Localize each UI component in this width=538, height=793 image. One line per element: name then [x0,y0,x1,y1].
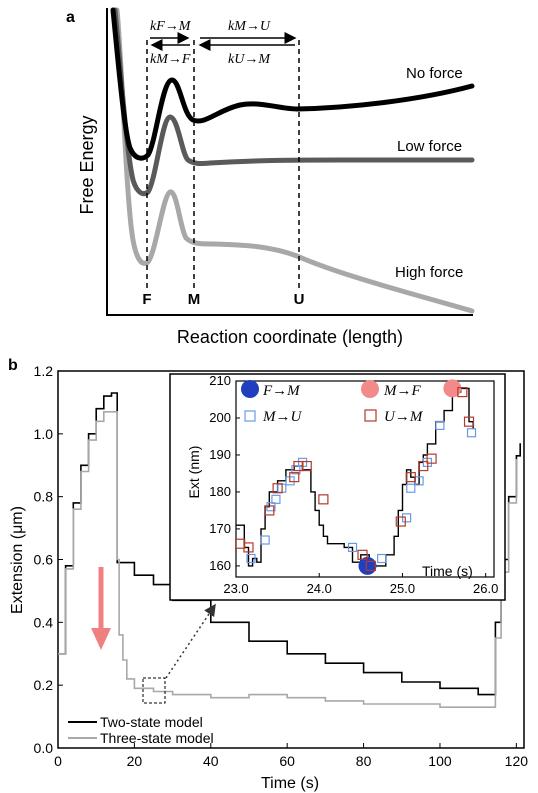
inset-ytick-label: 210 [209,373,231,388]
curve-no-force [110,7,475,161]
inset-xtick-label: 24.0 [307,581,332,596]
main-xtick-label: 100 [428,753,452,769]
rate-kmf: kM→F [150,52,191,67]
inset-ytick-label: 200 [209,410,231,425]
main-ticks: 0 20 40 60 80 100 120 0.0 0.2 0.4 0.6 0.8 1.0 1.2 [34,363,529,769]
panel-a-ylabel: Free Energy [77,115,97,214]
state-m-label: M [188,291,201,308]
zoom-arrow [165,603,216,679]
inset-point-mu [246,553,256,564]
inset-point-mu [347,542,358,553]
inset-point-um [243,542,254,553]
curve-low-force [112,7,475,197]
inset-legend-marker-um [364,409,377,422]
inset-point-um [301,460,312,472]
inset-legend-marker-fm [241,380,259,398]
main-xtick-label: 60 [279,753,295,769]
force-arrow-head [91,628,111,650]
rate-kmu: kM→U [228,19,271,34]
inset-ylabel: Ext (nm) [186,446,202,499]
main-xtick-label: 80 [356,753,372,769]
state-u-label: U [294,291,305,308]
inset-point-mu [402,513,412,523]
panel-a-letter: a [66,9,75,26]
inset-ytick-label: 160 [209,558,231,573]
inset-point-mu [266,502,276,512]
inset-point-um [395,516,406,527]
inset-point-um [235,538,246,549]
rate-kum: kU→M [228,52,271,67]
main-xtick-label: 0 [54,753,62,769]
curve-label-high-force: High force [395,264,463,281]
inset-plot-frame [235,380,495,578]
inset-ytick-label: 170 [209,521,231,536]
inset-legend-marker-mu [244,410,256,422]
inset-legend-fm: F→M [262,383,301,399]
zoom-box [142,677,166,704]
inset-point-um [318,494,329,505]
inset-point-mu [260,535,270,545]
inset-point-mu [435,420,445,430]
inset-point-um [357,549,368,560]
inset-ticks: 23.0 24.0 25.0 26.0 160 170 180 190 200 210 [209,373,498,596]
inset-ytick-label: 190 [209,447,231,462]
main-ytick-label: 0.4 [34,614,54,630]
main-xtick-label: 120 [505,753,529,769]
inset-point-um [272,483,283,494]
inset-point-mu [466,428,477,438]
inset-series [235,379,477,575]
inset-xtick-label: 23.0 [223,581,248,596]
main-xtick-label: 20 [127,753,143,769]
main-ytick-label: 0.8 [34,489,54,505]
panel-b-letter: b [8,357,18,374]
inset-trace [236,387,474,567]
main-ytick-label: 0.2 [34,677,54,693]
state-f-label: F [142,291,151,308]
rate-kfm: kF→M [150,19,192,34]
curve-label-low-force: Low force [397,138,462,155]
main-ytick-label: 1.2 [34,363,54,379]
inset-legend-mu: M→U [262,409,302,425]
curve-label-no-force: No force [406,65,463,82]
main-ytick-label: 0.6 [34,552,54,568]
main-xlabel: Time (s) [261,775,319,792]
inset-point-mu [377,553,387,564]
legend-three-state: Three-state model [100,730,214,746]
panel-a-axes [106,8,473,316]
inset-point-mu [291,465,301,475]
inset-xlabel: Time (s) [422,563,473,579]
inset-legend-marker-mf [361,380,379,398]
main-ytick-label: 1.0 [34,426,54,442]
inset-point-mu [406,483,416,493]
inset-point-um [426,453,437,464]
inset: Ext (nm) Time (s) 23.0 24.0 25.0 26.0 160 170… [169,373,506,601]
inset-point-um [418,460,429,472]
inset-point-um [264,505,275,516]
inset-background [169,373,506,601]
panel-a-xlabel: Reaction coordinate (length) [177,327,403,347]
main-xtick-label: 40 [203,753,219,769]
inset-point-um [457,386,468,398]
main-series [58,392,521,708]
inset-legend-um: U→M [384,409,424,425]
inset-point-um [293,460,304,472]
curve-high-force [114,7,475,314]
inset-point-um [405,472,416,483]
main-series-three-state [58,411,518,708]
inset-ytick-label: 180 [209,484,231,499]
inset-point-mu [271,494,281,504]
legend-two-state: Two-state model [100,714,203,730]
inset-legend-mf: M→F [383,383,421,399]
inset-xtick-label: 25.0 [390,581,415,596]
main-ytick-label: 0.0 [34,740,54,756]
panel-a: a Free Energy Reaction coordinate (lengt… [66,7,475,347]
panel-b: b Extension (μm) Time (s) 0 20 40 60 80 100 12… [8,357,528,792]
inset-xtick-label: 26.0 [473,581,498,596]
inset-point-um [365,560,376,572]
inset-point-um [463,416,475,427]
main-ylabel: Extension (μm) [9,506,26,614]
inset-point-mf [443,379,462,398]
inset-point-um [289,472,300,483]
